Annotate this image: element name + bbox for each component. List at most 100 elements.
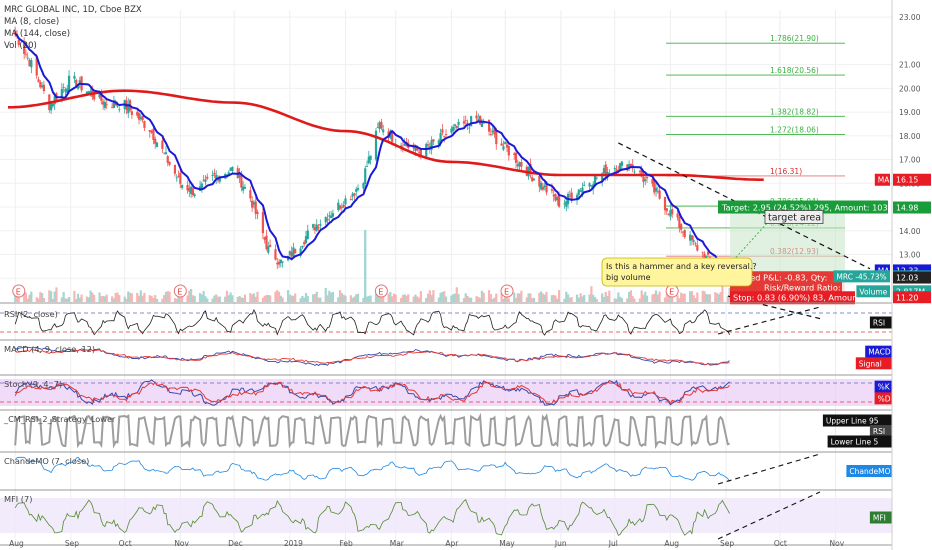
volume-bar	[678, 298, 681, 302]
price-tick: 14.00	[899, 227, 921, 236]
candle-body	[193, 194, 196, 196]
candle-body	[583, 184, 586, 186]
candle-body	[416, 147, 419, 151]
volume-bar	[507, 298, 510, 302]
volume-bar	[154, 295, 157, 302]
volume-bar	[417, 297, 421, 302]
time-tick: Mar	[390, 539, 405, 548]
candle-body	[500, 143, 503, 146]
volume-bar	[127, 291, 130, 302]
candle-body	[495, 130, 498, 145]
volume-bar	[51, 298, 54, 302]
target-area-box	[764, 210, 824, 224]
candle-body	[85, 91, 89, 94]
ma-144-line	[7, 89, 764, 181]
candle-body	[477, 119, 480, 122]
time-tick: Jun	[554, 539, 567, 548]
candle-body	[462, 121, 466, 124]
candle-body	[689, 234, 692, 241]
fib-label: 1(16.31)	[770, 167, 802, 176]
candle-body	[376, 126, 379, 128]
volume-bar	[243, 294, 247, 302]
candle-body	[619, 163, 622, 171]
candle-body	[98, 93, 101, 98]
volume-bar	[319, 297, 322, 302]
candle-body	[403, 143, 406, 146]
candle-body	[590, 185, 593, 186]
candle-body	[251, 200, 254, 208]
candle-body	[696, 244, 699, 251]
volume-bar	[351, 297, 354, 302]
candle-body	[213, 172, 216, 175]
volume-bar	[73, 290, 76, 302]
volume-bar	[267, 294, 270, 302]
volume-bar	[164, 291, 168, 302]
volume-bar	[403, 294, 406, 302]
candle-body	[453, 124, 457, 126]
volume-bar	[541, 293, 545, 302]
time-tick: Oct	[774, 539, 787, 548]
rsi-line	[14, 309, 730, 336]
candle-body	[464, 120, 467, 122]
candle-body	[342, 205, 345, 208]
volume-bar	[240, 297, 243, 302]
volume-bar	[328, 290, 331, 302]
candle-body	[362, 183, 365, 189]
price-badge	[893, 201, 931, 214]
candle-body	[640, 168, 643, 177]
candle-body	[669, 210, 672, 217]
time-tick: Feb	[339, 539, 353, 548]
volume-bar	[400, 297, 403, 302]
candle-body	[554, 194, 557, 201]
volume-bar	[500, 293, 503, 302]
candle-body	[531, 177, 534, 182]
candle-body	[629, 164, 632, 167]
volume-bar	[231, 295, 234, 302]
volume-bar	[326, 295, 329, 302]
volume-bar	[216, 296, 220, 302]
volume-bar	[342, 294, 345, 302]
pane-badge-label-bg	[865, 345, 892, 358]
price-badge-label-bg	[874, 173, 890, 186]
candle-body	[344, 198, 347, 205]
volume-bar	[550, 295, 554, 302]
candle-body	[680, 224, 683, 230]
candle-body	[683, 229, 686, 238]
pane-title: Stoch (9, 4, 7)	[4, 379, 62, 389]
volume-bar	[696, 292, 699, 302]
volume-bar	[265, 295, 268, 302]
candle-body	[645, 176, 649, 179]
candle-body	[73, 75, 76, 79]
candle-body	[139, 117, 142, 120]
volume-bar	[218, 296, 221, 302]
divergence-line	[717, 453, 821, 485]
volume-bar	[604, 291, 607, 302]
candle-body	[238, 173, 241, 178]
pane-badge-label: %D	[878, 394, 891, 403]
price-badge-text: 14.98	[896, 204, 918, 213]
candle-body	[541, 186, 545, 190]
volume-bar	[401, 295, 405, 302]
candlesticks	[14, 26, 731, 285]
time-tick: May	[499, 539, 515, 548]
volume-bar	[49, 291, 53, 302]
price-tick: 19.00	[899, 108, 921, 117]
candle-body	[692, 240, 695, 242]
price-axis: 23.0021.0020.0019.0018.0017.0016.0015.00…	[833, 0, 932, 550]
volume-bar	[479, 297, 482, 302]
volume-bar	[139, 290, 142, 302]
volume-bar	[565, 291, 568, 302]
volume-bar	[356, 293, 360, 302]
candle-body	[315, 224, 318, 231]
volume-bar	[60, 297, 63, 302]
chart-header: MRC GLOBAL INC, 1D, Cboe BZX MA (8, clos…	[4, 5, 142, 51]
volume-bar	[225, 290, 229, 302]
pane-title: MACD (4, 9, close, 12)	[4, 344, 95, 354]
volume-bar	[412, 296, 415, 302]
fib-label: 1.786(21.90)	[770, 34, 819, 43]
candle-body	[432, 139, 435, 142]
volume-bar	[480, 290, 484, 302]
volume-bar	[37, 298, 40, 302]
candle-body	[516, 164, 519, 167]
pane-title: ChandeMO (7, close)	[4, 456, 89, 466]
